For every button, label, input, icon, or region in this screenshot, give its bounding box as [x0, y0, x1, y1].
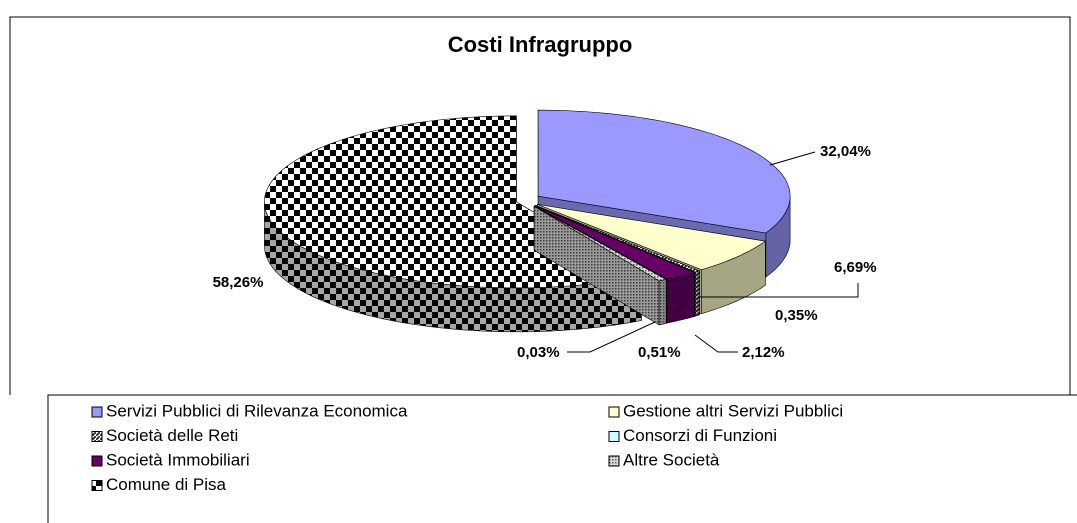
- legend-swatch: [91, 480, 103, 491]
- slice-side-shade: [701, 241, 766, 314]
- slice-side-shade: [695, 270, 700, 317]
- slice-top: [535, 205, 696, 273]
- value-label: 58,26%: [213, 274, 264, 291]
- slice-top: [534, 205, 696, 280]
- labels: 32,04% 6,69% 0,35% 0,03% 2,12% 0,51% 58,26%: [213, 143, 877, 361]
- leader-line: [567, 321, 656, 353]
- legend-label: Servizi Pubblici di Rilevanza Economica: [106, 401, 408, 420]
- value-label: 0,51%: [638, 344, 681, 361]
- chart-frame: [9, 16, 1071, 395]
- leader-line: [700, 283, 859, 298]
- pie-slice: [533, 205, 667, 326]
- legend: Servizi Pubblici di Rilevanza Economica G…: [91, 401, 843, 494]
- slice-side-shade: [264, 201, 642, 332]
- slice-top: [533, 205, 667, 282]
- leader-line: [769, 151, 816, 166]
- slice-side-shade: [659, 279, 667, 325]
- legend-label: Gestione altri Servizi Pubblici: [623, 401, 843, 420]
- legend-label: Comune di Pisa: [106, 475, 227, 494]
- legend-frame: [47, 394, 1077, 523]
- legend-swatch: [608, 406, 620, 418]
- legend-label: Società delle Reti: [106, 426, 238, 445]
- value-label: 2,12%: [742, 344, 785, 361]
- value-label: 0,35%: [775, 307, 818, 324]
- slice-top: [537, 204, 767, 271]
- legend-label: Altre Società: [623, 450, 720, 469]
- slice-side-shade: [666, 272, 695, 324]
- slice-top: [537, 109, 791, 234]
- leader-line: [694, 334, 738, 353]
- value-label: 6,69%: [834, 259, 877, 276]
- legend-swatch: [91, 406, 103, 418]
- value-label: 0,03%: [517, 344, 560, 361]
- legend-label: Consorzi di Funzioni: [623, 426, 777, 445]
- legend-swatch: [608, 431, 620, 442]
- value-label: 32,04%: [820, 143, 871, 160]
- legend-label: Società Immobiliari: [106, 450, 250, 469]
- legend-swatch: [91, 455, 103, 467]
- slice-shade: [534, 206, 660, 325]
- legend-swatch: [91, 431, 103, 442]
- slice-side-shade: [765, 196, 791, 277]
- pie: [264, 109, 791, 333]
- legend-swatch: [608, 455, 620, 467]
- chart-title: Costi Infragruppo: [448, 32, 633, 57]
